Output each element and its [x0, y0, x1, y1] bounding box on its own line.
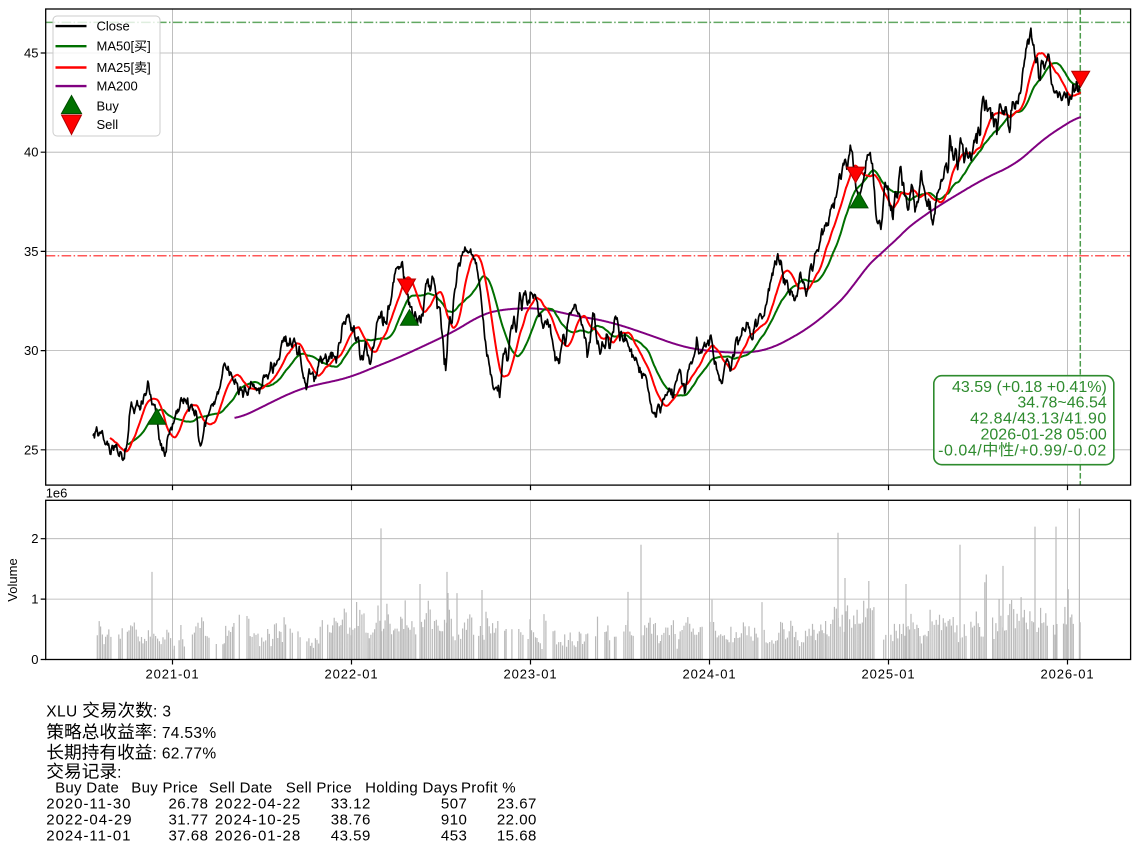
svg-text:MA25[: MA25[: [97, 60, 135, 75]
svg-text:: 62.77%: : 62.77%: [153, 746, 217, 763]
svg-text:507: 507: [441, 796, 468, 813]
svg-text:: 74.53%: : 74.53%: [153, 725, 217, 742]
svg-text:34.78~46.54: 34.78~46.54: [1017, 395, 1107, 412]
svg-text:40: 40: [24, 145, 38, 160]
svg-text:2021-01: 2021-01: [145, 667, 199, 682]
svg-text:26.78: 26.78: [168, 796, 208, 813]
svg-text:Volume: Volume: [5, 558, 20, 601]
svg-text:Sell Date: Sell Date: [209, 780, 273, 797]
svg-text:33.12: 33.12: [331, 796, 371, 813]
svg-text:38.76: 38.76: [331, 812, 371, 829]
svg-text:2026-01-28: 2026-01-28: [215, 828, 301, 845]
svg-text:]: ]: [147, 60, 151, 75]
svg-text:/+0.99/-0.02: /+0.99/-0.02: [1014, 442, 1106, 459]
svg-text:453: 453: [441, 828, 468, 845]
svg-text:2020-11-30: 2020-11-30: [46, 796, 131, 813]
svg-text:Buy Price: Buy Price: [131, 780, 198, 797]
svg-text:30: 30: [24, 343, 38, 358]
svg-text:MA50[: MA50[: [97, 39, 135, 54]
svg-text:2022-04-29: 2022-04-29: [46, 812, 132, 829]
svg-text:42.84/43.13/41.90: 42.84/43.13/41.90: [970, 411, 1107, 428]
svg-text:Buy Date: Buy Date: [55, 780, 119, 797]
svg-text:23.67: 23.67: [497, 796, 537, 813]
svg-text:]: ]: [147, 39, 151, 54]
svg-text:15.68: 15.68: [497, 828, 537, 845]
svg-text:2024-10-25: 2024-10-25: [215, 812, 301, 829]
svg-text:Profit %: Profit %: [461, 780, 516, 797]
svg-text:Holding Days: Holding Days: [365, 780, 458, 797]
svg-text:MA200: MA200: [97, 79, 138, 94]
svg-text:37.68: 37.68: [168, 828, 208, 845]
svg-text:2022-04-22: 2022-04-22: [215, 796, 301, 813]
svg-text:Close: Close: [97, 19, 130, 34]
svg-text:2: 2: [31, 531, 38, 546]
svg-text::: :: [117, 765, 122, 782]
svg-text:0: 0: [31, 652, 38, 667]
svg-text:Sell: Sell: [97, 117, 119, 132]
svg-text:-0.04/: -0.04/: [938, 442, 982, 459]
svg-text:XLU: XLU: [46, 704, 77, 721]
svg-text:910: 910: [441, 812, 468, 829]
svg-text:2022-01: 2022-01: [324, 667, 378, 682]
svg-text:2023-01: 2023-01: [503, 667, 557, 682]
svg-text:2026-01: 2026-01: [1040, 667, 1094, 682]
svg-text:2024-01: 2024-01: [682, 667, 736, 682]
svg-text:2026-01-28 05:00: 2026-01-28 05:00: [981, 427, 1107, 444]
svg-text:43.59: 43.59: [331, 828, 371, 845]
svg-text:43.59 (+0.18 +0.41%): 43.59 (+0.18 +0.41%): [952, 379, 1107, 396]
svg-text:1: 1: [31, 592, 38, 607]
svg-text:1e6: 1e6: [46, 486, 68, 501]
svg-text:2024-11-01: 2024-11-01: [46, 828, 131, 845]
svg-text:Sell Price: Sell Price: [286, 780, 352, 797]
svg-text:31.77: 31.77: [168, 812, 208, 829]
svg-text:45: 45: [24, 46, 38, 61]
svg-text:Buy: Buy: [97, 99, 120, 114]
svg-text:2025-01: 2025-01: [861, 667, 915, 682]
svg-text:22.00: 22.00: [497, 812, 537, 829]
svg-text:: 3: : 3: [153, 704, 171, 721]
svg-text:25: 25: [24, 442, 38, 457]
svg-text:35: 35: [24, 244, 38, 259]
